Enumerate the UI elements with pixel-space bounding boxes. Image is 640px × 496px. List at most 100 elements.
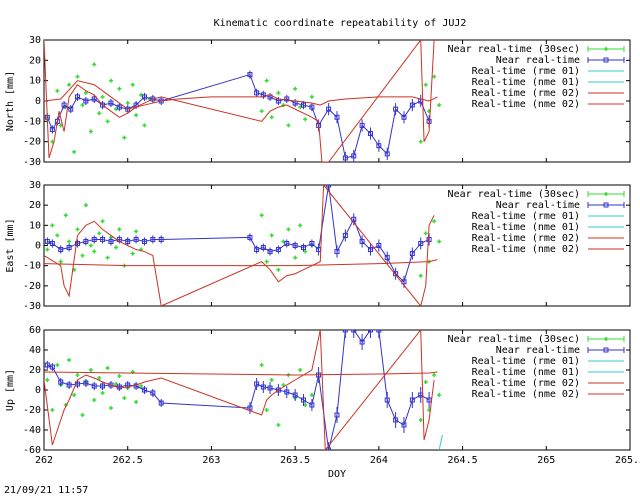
- legend-label: Real-time (nme 02): [472, 244, 580, 255]
- nrt-point: [141, 94, 147, 100]
- y-axis-label: Up [mm]: [5, 369, 16, 411]
- rme02-line: [44, 40, 435, 162]
- nrt30-point: [286, 123, 291, 128]
- nrt30-point: [113, 382, 118, 386]
- y-tick-label: -10: [23, 116, 41, 127]
- nrt-point: [334, 412, 340, 418]
- nrt30-point: [122, 135, 127, 140]
- y-tick-label: 0: [35, 241, 41, 252]
- x-tick-label: 263: [202, 455, 220, 466]
- nrt30-point: [269, 233, 274, 238]
- nrt-point: [91, 236, 97, 242]
- nrt-point: [309, 402, 315, 408]
- nrt-point: [260, 384, 266, 390]
- y-tick-label: 20: [29, 200, 41, 211]
- nrt-point: [141, 387, 147, 393]
- nrt30-point: [55, 88, 60, 93]
- nme02-line: [44, 80, 438, 110]
- nrt-point: [301, 245, 307, 251]
- y-tick-label: -30: [23, 301, 41, 312]
- nrt-point: [326, 447, 332, 450]
- nrt30-point: [55, 233, 60, 238]
- nrt-point: [150, 390, 156, 396]
- nrt-point: [267, 249, 273, 255]
- nrt30-point: [134, 229, 139, 234]
- nrt-point: [83, 380, 89, 386]
- nrt-point: [393, 106, 399, 112]
- nrt-point: [292, 243, 298, 248]
- nrt30-point: [113, 245, 118, 250]
- timestamp: 21/09/21 11:57: [4, 485, 88, 496]
- nrt30-point: [298, 368, 303, 372]
- nrt-point: [284, 240, 290, 246]
- nrt-point: [100, 236, 106, 242]
- nrt-point: [68, 106, 74, 112]
- nrt-point: [367, 330, 373, 333]
- nrt30-point: [293, 86, 298, 91]
- nrt-line: [46, 73, 430, 159]
- nrt30-point: [432, 219, 437, 224]
- nrt30-point: [92, 398, 97, 402]
- nrt-point: [58, 247, 64, 253]
- nrt30-point: [437, 103, 442, 108]
- nrt-point: [133, 236, 139, 242]
- legend-label: Real-time (rme 01): [472, 356, 580, 367]
- nrt30-point: [83, 203, 88, 208]
- nrt-point: [108, 100, 114, 106]
- nrt30-point: [276, 90, 281, 95]
- y-tick-label: 30: [29, 180, 41, 191]
- x-tick-label: 262: [35, 455, 53, 466]
- nrt-point: [74, 240, 80, 246]
- nrt-point: [292, 392, 298, 398]
- nrt-line: [47, 185, 430, 283]
- nrt-point: [342, 155, 348, 161]
- nrt-point: [342, 232, 348, 238]
- nrt-point: [401, 279, 407, 285]
- nrt30-point: [97, 231, 102, 236]
- rme02-line: [44, 185, 435, 306]
- nrt30-point: [309, 393, 314, 397]
- nrt-point: [401, 422, 407, 428]
- nrt-point: [254, 381, 260, 387]
- nrt30-point: [134, 400, 139, 404]
- nrt-point: [116, 104, 122, 110]
- nrt-point: [91, 96, 97, 102]
- nrt-point: [351, 330, 357, 333]
- x-tick-label: 264: [370, 455, 388, 466]
- nrt-point: [409, 397, 415, 403]
- nrt-point: [247, 405, 253, 411]
- nrt30-point: [264, 259, 269, 264]
- nrt-point: [267, 385, 273, 391]
- legend-marker: [604, 192, 608, 196]
- nrt-point: [254, 247, 260, 253]
- nrt30-point: [67, 358, 72, 362]
- legend-label: Real-time (nme 02): [472, 99, 580, 110]
- nrt-point: [359, 122, 365, 128]
- legend-label: Real-time (rme 01): [472, 66, 580, 77]
- nrt-point: [409, 102, 415, 108]
- nrt-point: [359, 339, 365, 345]
- nrt-point: [49, 364, 55, 370]
- nrt30-point: [418, 418, 423, 422]
- nrt30-point: [142, 123, 147, 128]
- nrt30-point: [108, 78, 113, 83]
- nrt-point: [44, 362, 50, 368]
- nrt-point: [247, 72, 253, 78]
- legend-label: Real-time (rme 02): [472, 378, 580, 389]
- nrt-point: [426, 236, 432, 242]
- nrt-point: [49, 126, 55, 132]
- y-tick-label: 20: [29, 365, 41, 376]
- nrt30-point: [432, 373, 437, 377]
- nrt-point: [342, 330, 348, 333]
- nrt-point: [309, 104, 315, 110]
- nrt-point: [100, 102, 106, 108]
- nrt30-point: [117, 374, 122, 378]
- nrt30-point: [108, 406, 113, 410]
- nrt-point: [376, 143, 382, 149]
- legend-label: Near real-time (30sec): [448, 189, 580, 200]
- nrt30-point: [423, 380, 428, 384]
- nrt-point: [275, 247, 281, 253]
- nrt30-point: [134, 113, 139, 118]
- nrt-point: [409, 251, 415, 257]
